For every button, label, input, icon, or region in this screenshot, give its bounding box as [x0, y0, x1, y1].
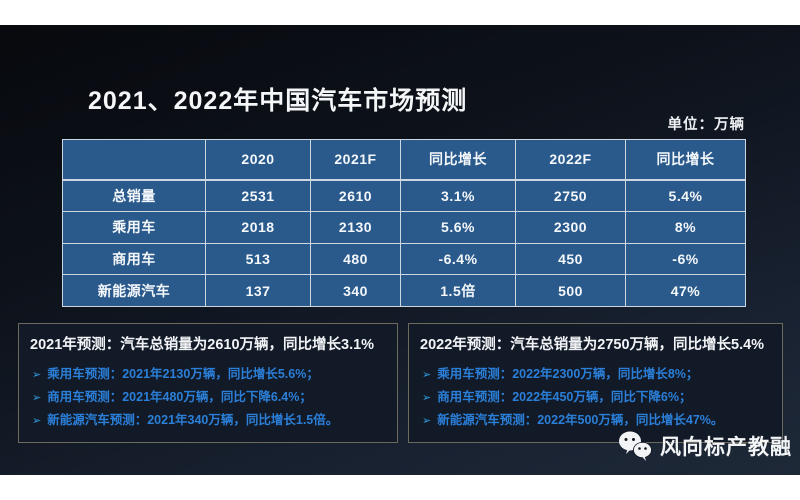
forecast-2021-bullet-list: ➢ 乘用车预测：2021年2130万辆，同比增长5.6%； ➢ 商用车预测：20…	[30, 363, 387, 432]
cell-value: 1.5倍	[400, 274, 516, 307]
bullet-text: 新能源汽车预测：2021年340万辆，同比增长1.5倍。	[47, 413, 339, 427]
table-row-passenger-vehicles: 乘用车 2018 2130 5.6% 2300 8%	[62, 210, 746, 244]
forecast-2022-bullet-list: ➢ 乘用车预测：2022年2300万辆，同比增长8%； ➢ 商用车预测：2022…	[420, 363, 772, 432]
cell-value: 8%	[625, 210, 746, 244]
cell-value: 2130	[310, 210, 401, 244]
list-item: ➢ 商用车预测：2022年450万辆，同比下降6%；	[420, 386, 772, 409]
bullet-arrow-icon: ➢	[422, 415, 432, 427]
cell-value: -6.4%	[400, 242, 516, 276]
forecast-2022-title: 2022年预测：汽车总销量为2750万辆，同比增长5.4%	[420, 337, 765, 353]
cell-value: 480	[310, 242, 401, 276]
row-label: 乘用车	[62, 210, 206, 244]
list-item: ➢ 商用车预测：2021年480万辆，同比下降6.4%；	[30, 386, 387, 409]
bullet-arrow-icon: ➢	[32, 369, 42, 381]
cell-value: 137	[205, 274, 311, 307]
brand-name: 风向标产教融	[660, 436, 792, 459]
header-cell-2021f: 2021F	[310, 139, 401, 181]
cell-value: 500	[515, 274, 626, 307]
list-item: ➢ 乘用车预测：2021年2130万辆，同比增长5.6%；	[30, 363, 387, 386]
list-item: ➢ 新能源汽车预测：2021年340万辆，同比增长1.5倍。	[30, 409, 387, 432]
cell-value: 2300	[515, 210, 626, 244]
brand-watermark: 风向标产教融	[618, 425, 793, 467]
cell-value: 5.4%	[625, 179, 746, 212]
bullet-text: 商用车预测：2021年480万辆，同比下降6.4%；	[47, 390, 312, 404]
bullet-text: 乘用车预测：2021年2130万辆，同比增长5.6%；	[47, 367, 319, 381]
row-label: 新能源汽车	[62, 274, 206, 307]
row-label: 总销量	[62, 179, 206, 212]
page-title: 2021、2022年中国汽车市场预测	[88, 87, 468, 115]
unit-label: 单位：万辆	[667, 117, 745, 133]
cell-value: 3.1%	[400, 179, 516, 212]
bullet-arrow-icon: ➢	[422, 369, 432, 381]
wechat-icon	[619, 431, 652, 461]
header-cell-2020: 2020	[205, 139, 311, 181]
table-row-total-sales: 总销量 2531 2610 3.1% 2750 5.4%	[62, 179, 746, 212]
forecast-2022-box: 2022年预测：汽车总销量为2750万辆，同比增长5.4% ➢ 乘用车预测：20…	[408, 323, 783, 443]
cell-value: 47%	[625, 274, 746, 307]
row-label: 商用车	[62, 242, 206, 276]
cell-value: 340	[310, 274, 401, 307]
table-row-nev: 新能源汽车 137 340 1.5倍 500 47%	[62, 274, 746, 307]
bullet-arrow-icon: ➢	[32, 415, 42, 427]
header-cell-empty	[62, 139, 206, 181]
bullet-arrow-icon: ➢	[422, 392, 432, 404]
cell-value: 2531	[205, 179, 311, 212]
bullet-text: 新能源汽车预测：2022年500万辆，同比增长47%。	[437, 413, 724, 427]
slide-background: 2021、2022年中国汽车市场预测 单位：万辆 2020 2021F 同比增长…	[0, 25, 800, 475]
header-cell-yoy-2021: 同比增长	[400, 139, 516, 181]
list-item: ➢ 乘用车预测：2022年2300万辆，同比增长8%；	[420, 363, 772, 386]
cell-value: 2610	[310, 179, 401, 212]
header-cell-yoy-2022: 同比增长	[625, 139, 746, 181]
cell-value: -6%	[625, 242, 746, 276]
table-row-commercial-vehicles: 商用车 513 480 -6.4% 450 -6%	[62, 242, 746, 276]
cell-value: 513	[205, 242, 311, 276]
header-cell-2022f: 2022F	[515, 139, 626, 181]
cell-value: 5.6%	[400, 210, 516, 244]
bullet-arrow-icon: ➢	[32, 392, 42, 404]
bullet-text: 乘用车预测：2022年2300万辆，同比增长8%；	[437, 367, 699, 381]
cell-value: 450	[515, 242, 626, 276]
cell-value: 2018	[205, 210, 311, 244]
bullet-text: 商用车预测：2022年450万辆，同比下降6%；	[437, 390, 692, 404]
forecast-2021-title: 2021年预测：汽车总销量为2610万辆，同比增长3.1%	[30, 337, 375, 353]
table-header-row: 2020 2021F 同比增长 2022F 同比增长	[62, 139, 746, 181]
forecast-table: 2020 2021F 同比增长 2022F 同比增长 总销量 2531 2610…	[62, 139, 746, 307]
forecast-2021-box: 2021年预测：汽车总销量为2610万辆，同比增长3.1% ➢ 乘用车预测：20…	[18, 323, 398, 443]
cell-value: 2750	[515, 179, 626, 212]
list-item: ➢ 新能源汽车预测：2022年500万辆，同比增长47%。	[420, 409, 772, 432]
